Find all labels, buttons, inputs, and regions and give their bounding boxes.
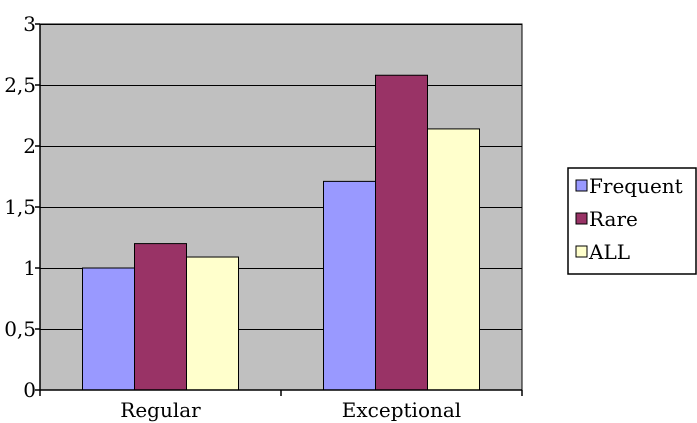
y-tick-label: 1 — [23, 256, 36, 280]
y-tick-label: 2 — [23, 134, 36, 158]
x-category-label: Regular — [120, 398, 201, 422]
legend-label-frequent: Frequent — [589, 174, 683, 198]
bar-all-regular — [186, 256, 239, 391]
y-tick-label: 3 — [23, 12, 36, 36]
legend: Frequent Rare ALL — [567, 167, 697, 275]
legend-label-rare: Rare — [589, 207, 638, 231]
legend-swatch-rare — [575, 212, 588, 225]
plot-area — [39, 23, 523, 391]
y-tick-label: 0 — [23, 378, 36, 402]
bar-frequent-regular — [82, 267, 135, 391]
x-category-label: Exceptional — [342, 398, 461, 422]
legend-label-all: ALL — [588, 240, 630, 264]
bar-all-exceptional — [427, 128, 480, 391]
y-tick-label: 2,5 — [4, 73, 36, 97]
legend-box — [567, 167, 697, 275]
bar-rare-exceptional — [375, 74, 428, 391]
legend-swatch-frequent — [575, 179, 588, 192]
legend-swatch-all — [575, 245, 588, 258]
y-tick-label: 0,5 — [4, 317, 36, 341]
y-tick-label: 1,5 — [4, 195, 36, 219]
axes: 0 0,5 1 1,5 2 2,5 3 Regular Exceptional — [4, 12, 523, 422]
bar-rare-regular — [134, 243, 187, 391]
bar-frequent-exceptional — [323, 180, 376, 391]
